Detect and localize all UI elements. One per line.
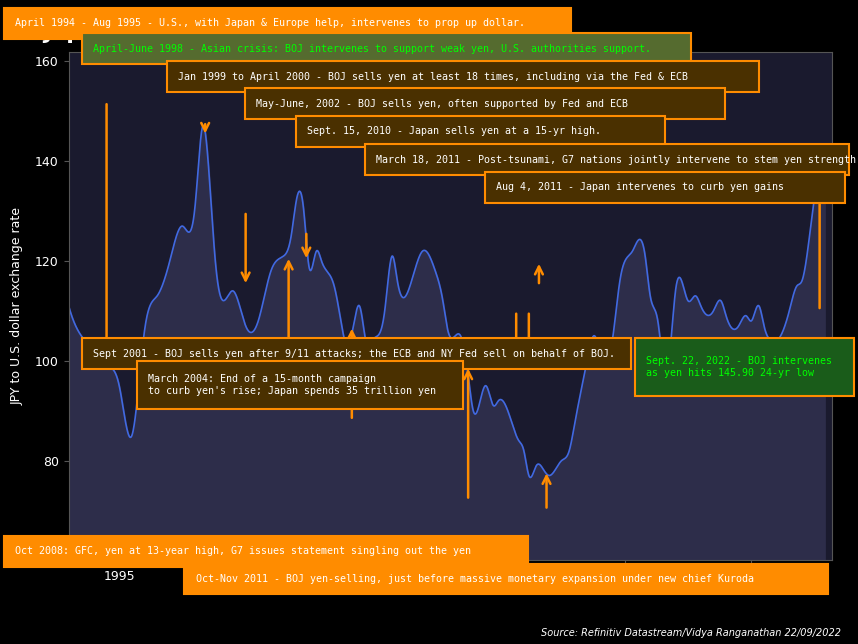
Text: Sept. 22, 2022 - BOJ intervenes
as yen hits 145.90 24-yr low: Sept. 22, 2022 - BOJ intervenes as yen h… (646, 356, 832, 378)
Text: April-June 1998 - Asian crisis: BOJ intervenes to support weak yen, U.S. authori: April-June 1998 - Asian crisis: BOJ inte… (93, 44, 650, 54)
Text: May-June, 2002 - BOJ sells yen, often supported by Fed and ECB: May-June, 2002 - BOJ sells yen, often su… (256, 99, 628, 109)
Text: Jan 1999 to April 2000 - BOJ sells yen at least 18 times, including via the Fed : Jan 1999 to April 2000 - BOJ sells yen a… (178, 71, 688, 82)
Text: April 1994 - Aug 1995 - U.S., with Japan & Europe help, intervenes to prop up do: April 1994 - Aug 1995 - U.S., with Japan… (15, 18, 525, 28)
Text: Sept. 15, 2010 - Japan sells yen at a 15-yr high.: Sept. 15, 2010 - Japan sells yen at a 15… (307, 126, 601, 137)
Text: Aug 4, 2011 - Japan intervenes to curb yen gains: Aug 4, 2011 - Japan intervenes to curb y… (496, 182, 784, 193)
Text: Source: Refinitiv Datastream/Vidya Ranganathan 22/09/2022: Source: Refinitiv Datastream/Vidya Ranga… (541, 627, 841, 638)
Text: Oct-Nov 2011 - BOJ yen-selling, just before massive monetary expansion under new: Oct-Nov 2011 - BOJ yen-selling, just bef… (196, 574, 753, 584)
Text: Sept 2001 - BOJ sells yen after 9/11 attacks; the ECB and NY Fed sell on behalf : Sept 2001 - BOJ sells yen after 9/11 att… (93, 348, 614, 359)
Text: March 18, 2011 - Post-tsunami, G7 nations jointly intervene to stem yen strength: March 18, 2011 - Post-tsunami, G7 nation… (376, 155, 855, 165)
Legend: JAPANESE YEN TO US$: JAPANESE YEN TO US$ (75, 531, 260, 554)
Text: Japan's history of yen interventions: Japan's history of yen interventions (43, 23, 492, 43)
Text: March 2004: End of a 15-month campaign
to curb yen's rise; Japan spends 35 trill: March 2004: End of a 15-month campaign t… (148, 374, 437, 395)
Text: Oct 2008: GFC, yen at 13-year high, G7 issues statement singling out the yen: Oct 2008: GFC, yen at 13-year high, G7 i… (15, 546, 471, 556)
Y-axis label: JPY to U.S. dollar exchange rate: JPY to U.S. dollar exchange rate (11, 207, 24, 405)
